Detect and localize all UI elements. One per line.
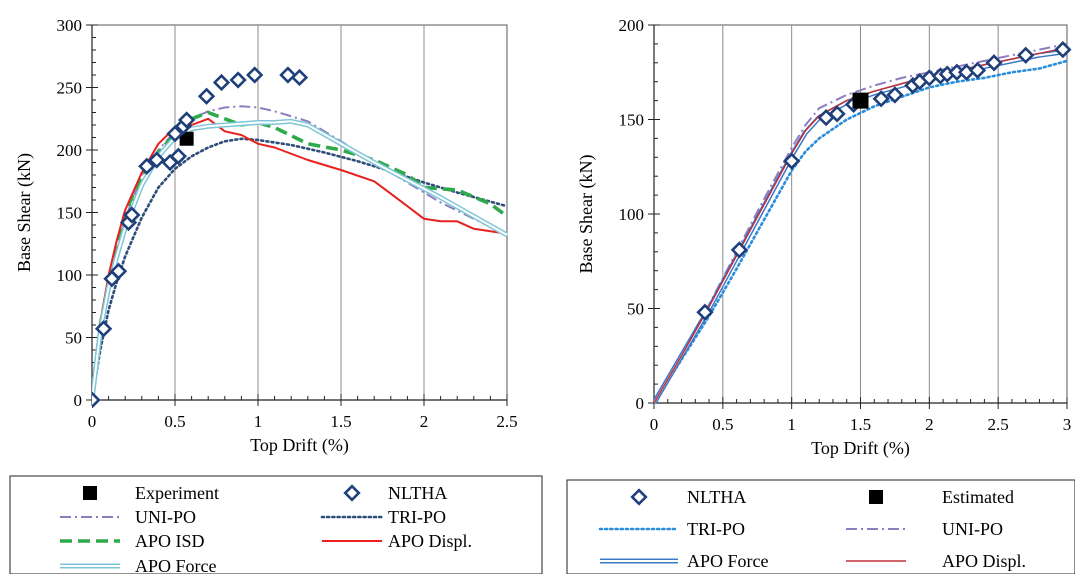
legend-label: UNI-PO — [942, 519, 1003, 539]
nltha-point — [968, 61, 987, 79]
legend-1: Experiment NLTHA UNI-PO TRI-PO APO ISD APO Di… — [9, 475, 543, 574]
y-tick-label: 200 — [57, 141, 83, 160]
y-tick-label: 300 — [57, 16, 83, 35]
series-layer — [92, 66, 509, 408]
x-tick-label: 0 — [88, 412, 97, 431]
nltha-point — [886, 86, 904, 104]
x-tick-label: 0.5 — [164, 412, 185, 431]
nltha-point — [92, 391, 101, 408]
nltha-point — [229, 71, 247, 89]
nltha-point — [783, 152, 801, 170]
legend-label: Estimated — [942, 487, 1014, 507]
nltha-point — [169, 147, 187, 165]
plot-area — [91, 24, 508, 401]
nltha-point — [985, 54, 1003, 72]
nltha-point — [197, 87, 216, 105]
nltha-point — [730, 241, 748, 259]
legend-2: NLTHA Estimated TRI-PO UNI-PO APO Force APO D… — [566, 479, 1075, 574]
legend-box — [566, 479, 1075, 574]
legend-entry: Estimated — [869, 487, 1014, 507]
nltha-point — [279, 66, 297, 84]
marker-point — [852, 92, 869, 109]
x-axis-label: Top Drift (%) — [811, 438, 910, 459]
legend-entry: APO Displ. — [846, 551, 1026, 571]
y-tick-label: 100 — [57, 266, 83, 285]
legend-label: APO Displ. — [942, 551, 1026, 571]
y-tick-label: 200 — [619, 16, 645, 35]
x-tick-label: 1.5 — [850, 415, 871, 434]
chart-2: 0 50 100 150 200 0 0.5 1 1.5 2 2.5 3 Top Drift (%) Ba… — [576, 16, 1072, 459]
y-tick-label: 100 — [619, 205, 645, 224]
legend-entry: NLTHA — [630, 487, 746, 507]
legend-entry: NLTHA — [343, 483, 447, 503]
x-tick-label: 3 — [1063, 415, 1072, 434]
nltha-point — [138, 157, 156, 175]
nltha-point — [212, 73, 231, 92]
y-tick-label: 250 — [57, 79, 83, 98]
legend-swatch — [869, 490, 883, 504]
series-line-apo-force — [92, 118, 509, 401]
chart-1: 0 50 100 150 200 250 300 0 0.5 1 1.5 2 2.5 Top Drift … — [14, 16, 518, 456]
nltha-point — [109, 262, 128, 280]
legend-entry: TRI-PO — [598, 519, 745, 539]
nltha-point — [123, 206, 141, 224]
legend-box — [9, 475, 543, 574]
nltha-point — [828, 105, 846, 123]
legend-entry: APO ISD — [60, 531, 205, 551]
nltha-point — [290, 68, 309, 87]
legend-label: NLTHA — [388, 483, 447, 503]
nltha-point — [94, 320, 113, 338]
y-tick-label: 50 — [627, 300, 644, 319]
legend-entry: APO Force — [60, 556, 217, 574]
nltha-point — [166, 125, 184, 143]
series-line-tri-po — [654, 59, 1069, 405]
nltha-point — [696, 303, 714, 321]
legend-entry: UNI-PO — [846, 519, 1003, 539]
legend-entry: UNI-PO — [60, 507, 196, 527]
legend-swatch — [343, 484, 361, 502]
nltha-point — [872, 90, 890, 108]
x-axis-label: Top Drift (%) — [250, 435, 349, 456]
legend-entry: TRI-PO — [320, 507, 446, 527]
legend-swatch — [83, 486, 97, 500]
series-layer — [654, 40, 1072, 405]
y-tick-label: 150 — [57, 204, 83, 223]
x-tick-label: 1 — [787, 415, 796, 434]
legend-label: NLTHA — [687, 487, 746, 507]
y-tick-label: 50 — [65, 329, 82, 348]
x-tick-label: 2 — [420, 412, 429, 431]
nltha-point — [1017, 46, 1035, 64]
legend-label: APO ISD — [135, 531, 205, 551]
nltha-point — [148, 151, 166, 169]
legend-label: TRI-PO — [687, 519, 745, 539]
x-tick-label: 2.5 — [988, 415, 1009, 434]
nltha-point — [246, 66, 264, 84]
x-tick-label: 0 — [650, 415, 659, 434]
nltha-point — [177, 111, 196, 129]
legend-entry: APO Force — [600, 551, 769, 571]
y-axis-label: Base Shear (kN) — [14, 153, 35, 272]
marker-point — [179, 131, 194, 146]
legend-label: APO Force — [687, 551, 769, 571]
x-tick-label: 1 — [254, 412, 263, 431]
y-tick-label: 0 — [74, 391, 83, 410]
series-line-apo-displ- — [92, 117, 508, 401]
legend-label: APO Force — [135, 556, 217, 574]
legend-label: Experiment — [135, 483, 219, 503]
x-tick-label: 2 — [925, 415, 934, 434]
legend-label: APO Displ. — [388, 531, 472, 551]
legend-entry: APO Displ. — [322, 531, 472, 551]
legend-swatch — [630, 488, 648, 506]
legend-label: UNI-PO — [135, 507, 196, 527]
y-axis-label: Base Shear (kN) — [576, 155, 597, 274]
x-tick-label: 0.5 — [712, 415, 733, 434]
x-tick-label: 2.5 — [496, 412, 517, 431]
y-tick-label: 150 — [619, 111, 645, 130]
legend-entry: Experiment — [83, 483, 219, 503]
legend-label: TRI-PO — [388, 507, 446, 527]
nltha-point — [1054, 40, 1072, 59]
x-tick-label: 1.5 — [330, 412, 351, 431]
y-tick-label: 0 — [636, 394, 645, 413]
